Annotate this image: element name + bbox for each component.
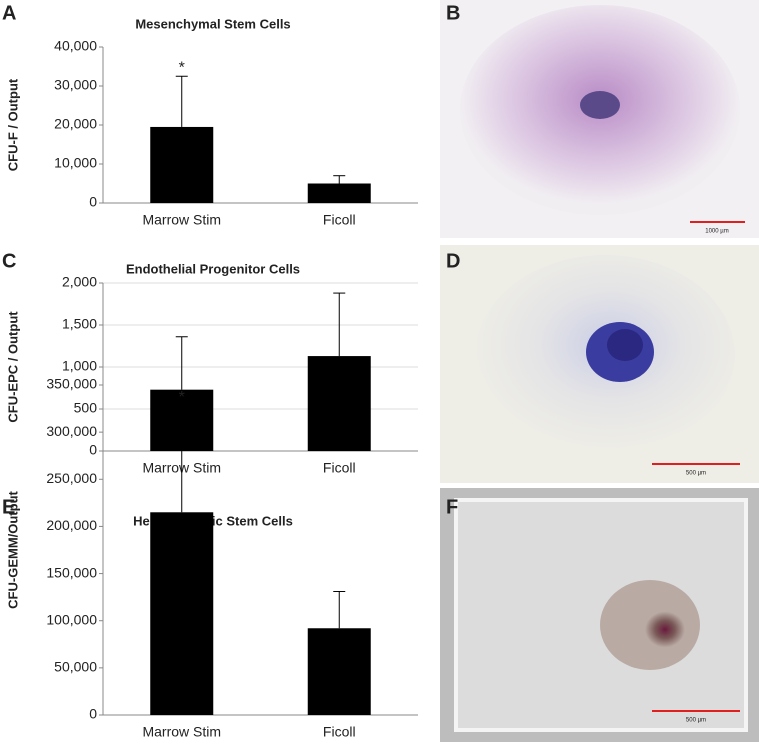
y-tick-label: 300,000 (46, 423, 97, 439)
panel-label: A (2, 2, 16, 24)
y-tick-label: 100,000 (46, 611, 97, 627)
y-tick-label: 20,000 (54, 116, 97, 132)
y-tick-label: 2,000 (62, 274, 97, 290)
y-axis-label: CFU-GEMM/Output (5, 490, 20, 608)
panel-label: B (446, 2, 460, 24)
bar (307, 183, 371, 203)
bar (150, 126, 214, 203)
panel-label: F (446, 496, 458, 518)
significance-marker: * (179, 389, 185, 406)
y-tick-label: 200,000 (46, 517, 97, 533)
chart-title: Endothelial Progenitor Cells (126, 261, 300, 276)
y-tick-label: 500 (74, 400, 98, 416)
scale-bar-label: 500 µm (686, 471, 706, 477)
y-axis-label: CFU-EPC / Output (5, 311, 20, 423)
micrograph (440, 0, 759, 238)
x-tick-label: Marrow Stim (142, 212, 221, 228)
micrograph (440, 245, 759, 483)
y-tick-label: 250,000 (46, 470, 97, 486)
bar (307, 628, 371, 715)
y-tick-label: 0 (89, 442, 97, 458)
x-tick-label: Ficoll (323, 212, 356, 228)
panel-label: C (2, 250, 16, 272)
y-tick-label: 0 (89, 706, 97, 722)
y-tick-label: 40,000 (54, 38, 97, 54)
scale-bar-label: 1000 µm (705, 229, 728, 235)
y-tick-label: 10,000 (54, 155, 97, 171)
y-tick-label: 1,000 (62, 358, 97, 374)
x-tick-label: Marrow Stim (142, 724, 221, 740)
y-tick-label: 150,000 (46, 564, 97, 580)
scale-bar-label: 500 µm (686, 718, 706, 724)
y-tick-label: 1,500 (62, 316, 97, 332)
y-tick-label: 0 (89, 194, 97, 210)
significance-marker: * (179, 59, 185, 76)
y-axis-label: CFU-F / Output (5, 78, 20, 171)
bar (150, 512, 214, 715)
y-tick-label: 30,000 (54, 77, 97, 93)
x-tick-label: Ficoll (323, 460, 356, 476)
x-tick-label: Ficoll (323, 724, 356, 740)
chart-title: Mesenchymal Stem Cells (135, 16, 290, 31)
micrograph (440, 488, 759, 742)
y-tick-label: 350,000 (46, 376, 97, 392)
panel-label: E (2, 496, 15, 518)
bar (307, 356, 371, 451)
y-tick-label: 50,000 (54, 659, 97, 675)
panel-label: D (446, 250, 460, 272)
